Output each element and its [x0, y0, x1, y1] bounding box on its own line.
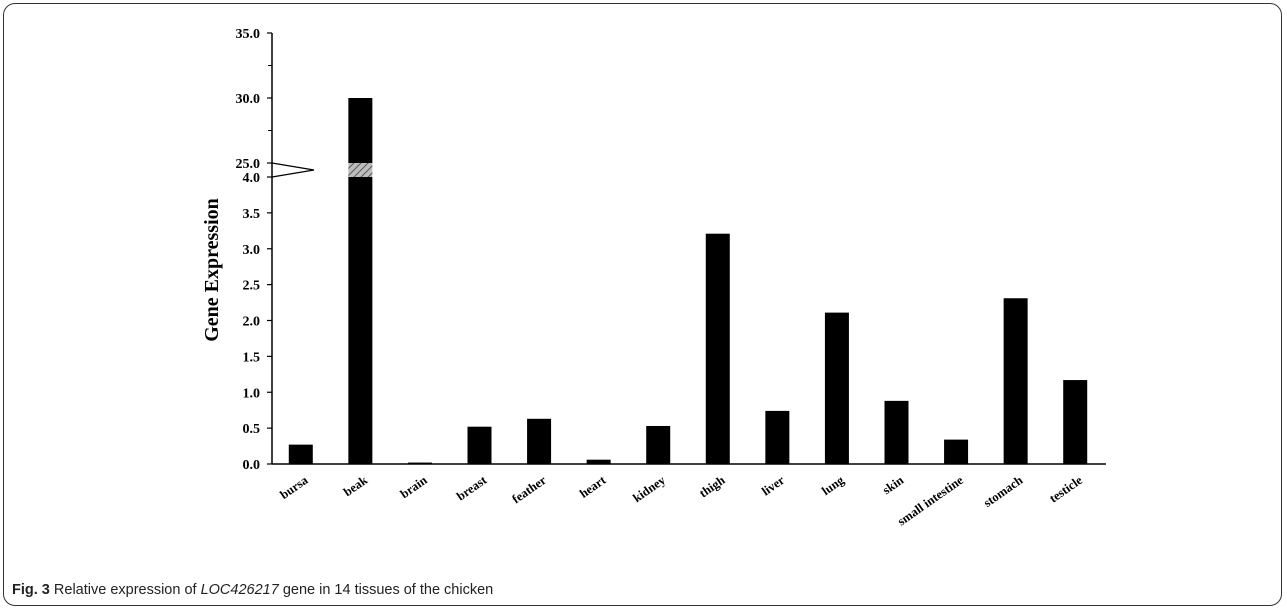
figure-frame	[3, 3, 1282, 606]
category-label: lung	[819, 473, 847, 498]
y-tick-label: 1.5	[243, 350, 261, 365]
bar	[527, 418, 552, 464]
bar	[884, 400, 909, 464]
bar	[348, 177, 373, 464]
category-labels: bursa beak brain breast feather heart kidney th…	[277, 473, 1085, 529]
category-label: bursa	[277, 473, 311, 502]
bar	[467, 426, 492, 464]
y-tick-label: 3.0	[243, 243, 261, 258]
bar	[824, 312, 849, 464]
category-label: breast	[454, 473, 490, 504]
category-label: small intestine	[895, 473, 966, 529]
bar	[348, 98, 373, 163]
category-label: kidney	[630, 473, 668, 506]
figure-caption: Fig. 3 Relative expression of LOC426217 …	[12, 582, 493, 598]
bar	[705, 233, 730, 464]
bars	[288, 98, 1088, 465]
y-tick-label: 0.0	[243, 458, 261, 473]
axes	[271, 33, 1106, 465]
bar	[646, 425, 671, 464]
y-tick-label: 1.0	[243, 386, 261, 401]
y-tick-label: 3.5	[243, 207, 261, 222]
category-label: skin	[880, 473, 906, 497]
category-label: feather	[509, 473, 549, 507]
category-label: liver	[759, 473, 787, 499]
bar	[288, 444, 313, 464]
category-label: thigh	[697, 473, 728, 500]
bar	[944, 439, 969, 464]
caption-gene: LOC426217	[200, 582, 279, 598]
y-ticks: 0.0 0.5 1.0 1.5 2.0 2.5 3.0 3.5 4.025.0 30.0 35.0	[236, 27, 272, 473]
y-tick-label: 2.5	[243, 279, 261, 294]
caption-text-after: gene in 14 tissues of the chicken	[278, 582, 494, 598]
y-tick-label: 4.0	[243, 171, 261, 186]
bar-break-segment	[348, 163, 373, 177]
category-label: heart	[577, 473, 609, 501]
y-tick-label: 0.5	[243, 422, 261, 437]
category-label: brain	[398, 473, 430, 501]
bar	[765, 410, 790, 464]
caption-text-before: Relative expression of	[49, 582, 201, 598]
bar	[407, 462, 432, 465]
y-tick-label: 30.0	[236, 92, 261, 107]
bar	[1063, 380, 1088, 464]
y-axis-label: Gene Expression	[201, 198, 223, 342]
y-tick-label: 2.0	[243, 315, 261, 330]
bar	[1003, 298, 1028, 464]
caption-fig-label: Fig. 3	[12, 582, 50, 598]
axis-break-marker	[271, 162, 315, 178]
category-label: beak	[341, 473, 370, 499]
category-label: testicle	[1047, 473, 1086, 506]
y-tick-label: 35.0	[236, 27, 261, 42]
category-label: stomach	[981, 473, 1025, 510]
y-tick-label: 25.0	[236, 157, 261, 172]
bar	[586, 459, 611, 464]
